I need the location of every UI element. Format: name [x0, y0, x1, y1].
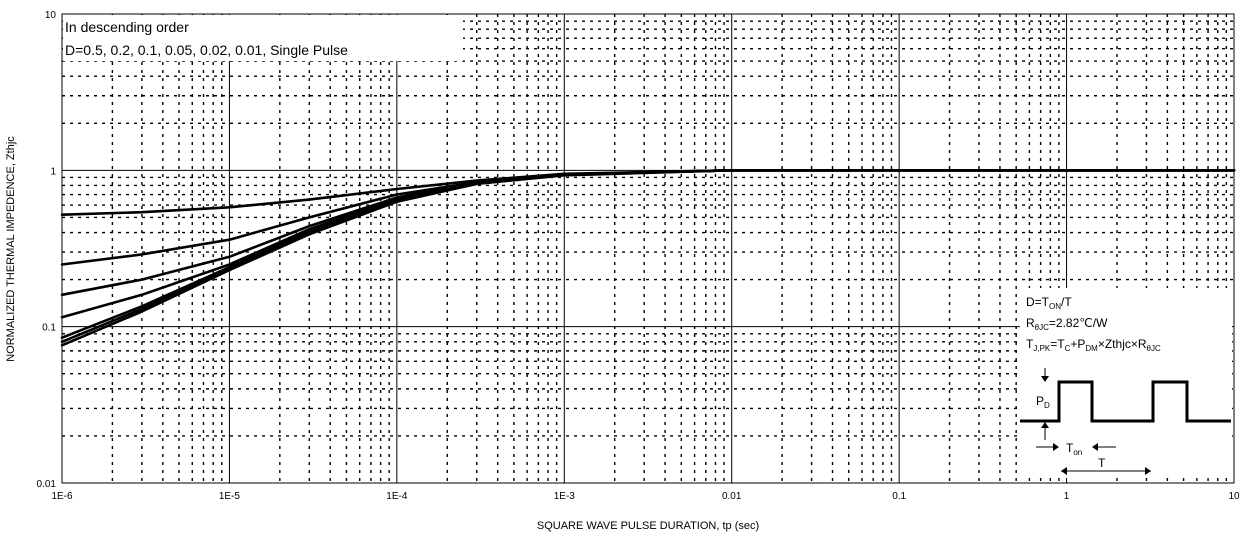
x-tick-label: 1E-4 [386, 491, 408, 502]
y-tick-label: 0.1 [42, 323, 56, 334]
y-tick-label: 1 [50, 166, 56, 177]
pd-arrowhead-bottom [1041, 422, 1049, 428]
annotation-line-1: In descending order [65, 19, 189, 35]
ton-label: Ton [1066, 441, 1082, 457]
x-tick-label: 1E-6 [51, 491, 73, 502]
period-arrowhead-left [1061, 467, 1067, 475]
plot-frame [61, 13, 1235, 484]
x-axis-label: SQUARE WAVE PULSE DURATION, tp (sec) [537, 520, 759, 532]
pulse-waveform [1020, 380, 1231, 423]
x-tick-label: 0.01 [722, 491, 742, 502]
formula-duty-cycle: D=TON/T [1026, 295, 1072, 311]
series-layer [60, 169, 1236, 347]
y-tick-label: 0.01 [37, 479, 57, 490]
x-tick-label: 1 [1064, 491, 1070, 502]
tick-layer: 1E-6 1E-5 1E-4 1E-3 0.01 0.1 1 10 0.01 0.1 1 10 [37, 10, 1240, 502]
period-arrowhead-right [1145, 467, 1151, 475]
formula-junction-temp: TJ,PK=TC+PDM×Zthjc×RθJC [1026, 337, 1161, 353]
formula-thermal-resistance: RθJC=2.82℃/W [1026, 316, 1108, 332]
y-axis-label: NORMALIZED THERMAL IMPEDENCE, Zthjc [5, 136, 17, 362]
ton-arrowhead-left [1053, 443, 1059, 451]
series-line-7 [60, 169, 1236, 347]
x-tick-label: 1E-5 [219, 491, 241, 502]
annotation-block: In descending order D=0.5, 0.2, 0.1, 0.0… [63, 15, 463, 61]
pd-arrowhead-top [1041, 376, 1049, 382]
pulse-inset: D=TON/T RθJC=2.82℃/W TJ,PK=TC+PDM×Zthjc×… [1020, 288, 1232, 478]
x-tick-label: 1E-3 [554, 491, 576, 502]
x-tick-label: 0.1 [892, 491, 906, 502]
x-tick-label: 10 [1228, 491, 1240, 502]
annotation-background [63, 15, 463, 61]
period-label: T [1098, 456, 1106, 470]
pd-label: PD [1036, 394, 1050, 410]
annotation-line-2: D=0.5, 0.2, 0.1, 0.05, 0.02, 0.01, Singl… [65, 42, 348, 58]
ton-arrowhead-right [1092, 443, 1098, 451]
y-tick-label: 10 [45, 10, 57, 21]
